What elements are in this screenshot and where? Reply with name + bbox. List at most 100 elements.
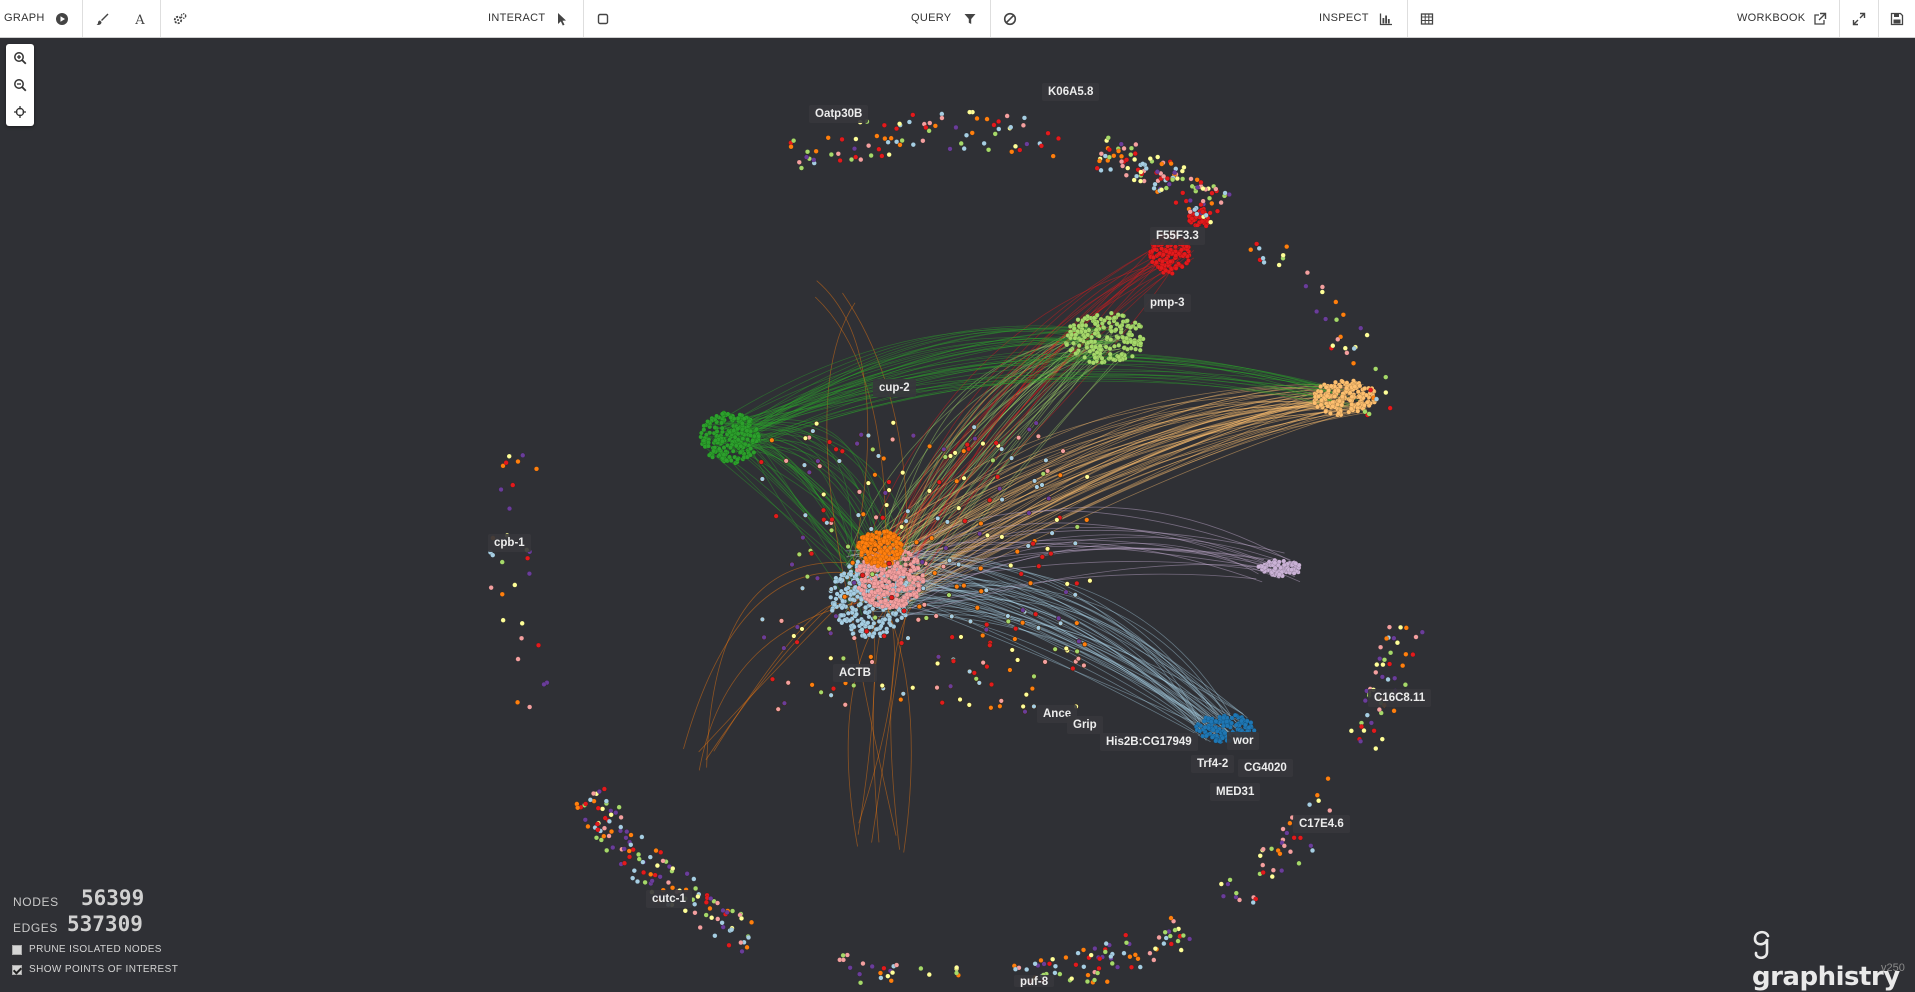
graph-node: [698, 434, 704, 440]
graph-node: [843, 586, 849, 592]
graph-node: [1368, 720, 1374, 726]
graph-node: [730, 908, 736, 914]
graph-node: [1111, 153, 1117, 159]
node-label-wor[interactable]: wor: [1227, 732, 1260, 750]
node-label-k06a5-8[interactable]: K06A5.8: [1042, 83, 1100, 101]
save-icon[interactable]: [1879, 0, 1915, 37]
cogs-icon[interactable]: [161, 0, 199, 37]
graph-node: [1307, 802, 1313, 808]
node-label-med31[interactable]: MED31: [1210, 783, 1261, 801]
graph-node: [1330, 403, 1336, 409]
graph-node: [1108, 166, 1114, 172]
node-label-pmp-3[interactable]: pmp-3: [1144, 294, 1191, 312]
graph-edge: [858, 399, 1344, 551]
graph-node: [507, 506, 513, 512]
table-icon[interactable]: [1408, 0, 1446, 37]
node-label-trf4-2[interactable]: Trf4-2: [1191, 755, 1235, 773]
graph-node: [933, 613, 939, 619]
graph-node: [1124, 335, 1129, 341]
node-label-puf-8[interactable]: puf-8: [1014, 975, 1055, 987]
graph-node: [1174, 176, 1180, 182]
graph-node: [1384, 635, 1390, 641]
node-label-f55f3-3[interactable]: F55F3.3: [1150, 227, 1205, 245]
graph-canvas[interactable]: [0, 38, 1915, 987]
graph-edge: [743, 376, 1353, 444]
external-link-icon[interactable]: [1801, 0, 1839, 37]
graph-node: [1180, 190, 1186, 196]
graph-node: [1127, 325, 1133, 331]
graph-node: [756, 433, 762, 439]
graph-node: [703, 912, 709, 918]
graph-node: [1162, 929, 1168, 935]
graph-edge: [904, 582, 1201, 724]
graph-node: [1073, 962, 1079, 968]
graph-node: [920, 138, 926, 144]
square-icon[interactable]: [584, 0, 622, 37]
graph-node: [1050, 153, 1056, 159]
pointer-icon[interactable]: [543, 0, 581, 37]
graph-node: [1209, 734, 1215, 740]
graph-node: [859, 587, 864, 593]
graph-node: [1046, 961, 1052, 967]
graph-visualization[interactable]: [0, 38, 1915, 987]
bar-chart-icon[interactable]: [1367, 0, 1405, 37]
graph-node: [1012, 625, 1019, 632]
brush-icon[interactable]: [83, 0, 121, 37]
graph-node: [653, 848, 659, 854]
graph-node: [890, 420, 896, 426]
font-icon[interactable]: A: [121, 0, 159, 37]
node-label-actb[interactable]: ACTB: [833, 664, 877, 682]
graph-node: [1194, 177, 1200, 183]
graph-node: [869, 537, 875, 543]
graph-edge: [748, 376, 1333, 449]
prune-isolated-nodes-checkbox[interactable]: [12, 944, 22, 955]
node-label-his2b-cg17949[interactable]: His2B:CG17949: [1100, 733, 1198, 751]
graph-node: [1340, 312, 1346, 318]
prune-isolated-nodes-option[interactable]: PRUNE ISOLATED NODES: [12, 944, 162, 955]
graph-node: [801, 462, 808, 468]
graph-edge: [896, 604, 1221, 737]
show-points-of-interest-option[interactable]: SHOW POINTS OF INTEREST: [12, 964, 178, 975]
graph-edge: [886, 522, 1301, 583]
node-label-cg4020[interactable]: CG4020: [1238, 759, 1293, 777]
node-label-cutc-1[interactable]: cutc-1: [646, 890, 692, 908]
graph-node: [834, 591, 840, 597]
graph-edge: [735, 330, 1100, 442]
graph-node: [729, 927, 735, 933]
graph-node: [990, 457, 996, 464]
node-label-cup-2[interactable]: cup-2: [873, 379, 916, 397]
graph-node: [1376, 707, 1382, 713]
graph-node: [821, 491, 827, 498]
graph-node: [583, 801, 589, 807]
graph-node: [923, 125, 929, 131]
graph-edge: [893, 390, 1335, 603]
graph-node: [1097, 343, 1103, 349]
graph-edge: [891, 240, 1169, 553]
graph-node: [1192, 207, 1198, 213]
node-label-grip[interactable]: Grip: [1067, 716, 1103, 734]
node-label-cpb-1[interactable]: cpb-1: [488, 534, 531, 552]
filter-icon[interactable]: [951, 0, 989, 37]
node-label-c17e4-6[interactable]: C17E4.6: [1293, 815, 1350, 833]
graph-node: [898, 564, 903, 570]
graph-node: [845, 610, 851, 616]
crosshair-icon[interactable]: [6, 98, 34, 125]
node-label-oatp30b[interactable]: Oatp30B: [809, 105, 869, 123]
graph-node: [826, 439, 833, 445]
zoom-out-icon[interactable]: [6, 71, 34, 98]
graph-node: [1364, 712, 1370, 718]
show-points-of-interest-checkbox[interactable]: [12, 964, 22, 975]
ban-icon[interactable]: [991, 0, 1029, 37]
graph-node: [967, 618, 974, 625]
node-label-c16c8-11[interactable]: C16C8.11: [1368, 689, 1432, 707]
graph-node: [1164, 256, 1169, 261]
expand-icon[interactable]: [1840, 0, 1878, 37]
zoom-in-icon[interactable]: [6, 44, 34, 71]
graph-node: [984, 116, 990, 122]
graph-node: [1063, 645, 1069, 652]
play-circle-icon[interactable]: [43, 0, 81, 37]
graph-node: [1303, 283, 1309, 289]
toolbar-divider: [990, 0, 991, 37]
app-version: v250: [1881, 962, 1905, 974]
graph-node: [1287, 849, 1293, 855]
